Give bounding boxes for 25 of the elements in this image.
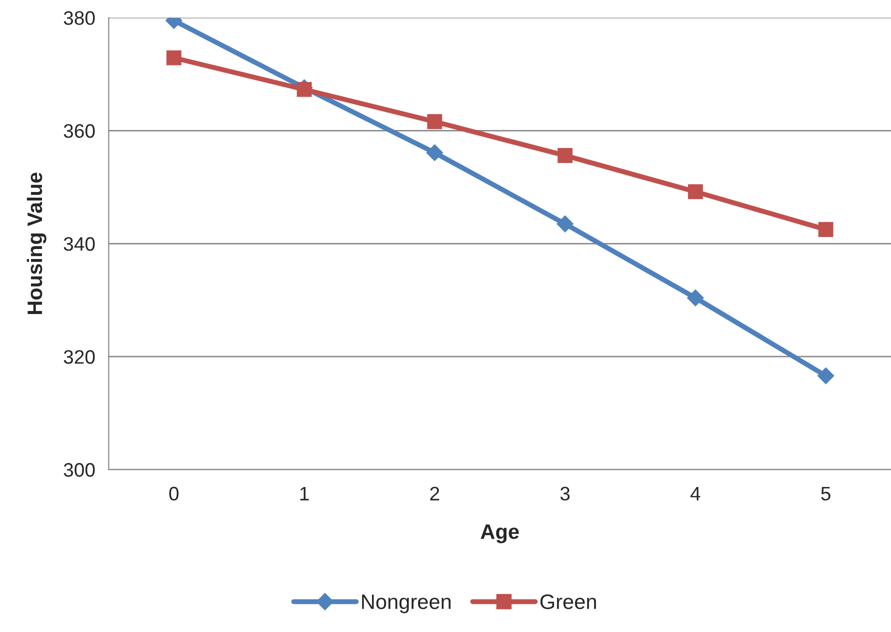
point xyxy=(427,114,442,130)
x-tick-label: 5 xyxy=(821,486,830,501)
y-tick-label: 360 xyxy=(64,124,95,138)
point xyxy=(687,289,704,306)
point xyxy=(558,148,573,163)
y-tick-label: 300 xyxy=(64,463,95,477)
point xyxy=(296,82,312,97)
y-tick-label: 320 xyxy=(64,350,95,364)
y-axis-title: Housing Value xyxy=(26,172,46,314)
y-tick-label: 380 xyxy=(64,11,95,25)
x-tick-label: 4 xyxy=(690,486,700,500)
point xyxy=(817,367,834,384)
point xyxy=(688,184,703,200)
point xyxy=(556,215,574,232)
y-tick-label: 340 xyxy=(64,237,95,251)
x-tick-label: 1 xyxy=(300,486,309,500)
x-tick-label: 2 xyxy=(430,486,440,500)
legend-label: Green xyxy=(540,594,596,610)
point xyxy=(818,222,834,237)
x-tick-label: 3 xyxy=(560,486,570,501)
point xyxy=(166,50,182,66)
point xyxy=(426,144,444,162)
legend-label: Nongreen xyxy=(362,594,451,614)
x-axis-title: Age xyxy=(480,524,519,544)
x-tick-label: 0 xyxy=(169,486,179,501)
